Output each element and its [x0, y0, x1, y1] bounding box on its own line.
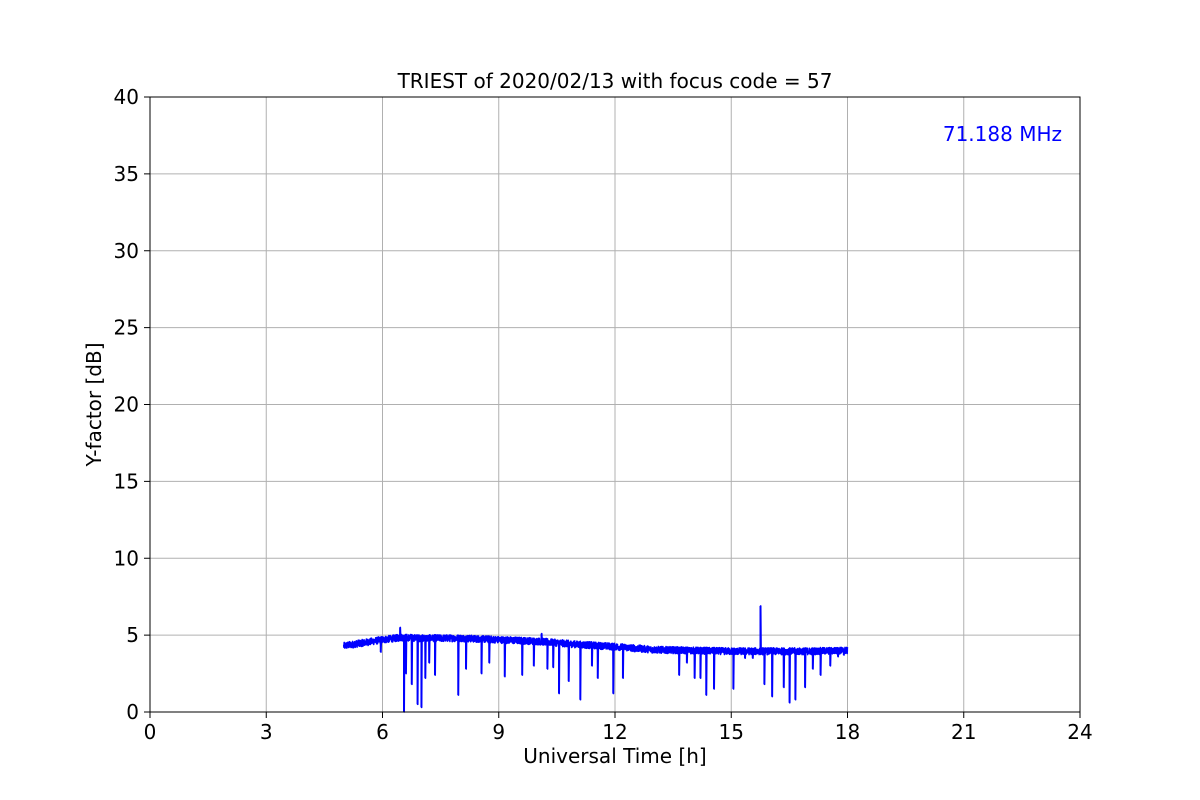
- x-tick-label: 3: [260, 720, 273, 744]
- x-tick-label: 18: [835, 720, 860, 744]
- y-tick-label: 20: [114, 393, 139, 417]
- x-tick-label: 15: [719, 720, 744, 744]
- y-tick-label: 25: [114, 316, 139, 340]
- y-tick-label: 0: [126, 700, 139, 724]
- x-tick-label: 6: [376, 720, 389, 744]
- y-tick-label: 15: [114, 469, 139, 493]
- x-axis-label: Universal Time [h]: [523, 744, 706, 768]
- x-tick-label: 24: [1067, 720, 1092, 744]
- series-layer: [342, 605, 849, 713]
- y-tick-label: 40: [114, 85, 139, 109]
- x-tick-label: 0: [144, 720, 157, 744]
- y-tick-label: 30: [114, 239, 139, 263]
- y-tick-label: 35: [114, 162, 139, 186]
- chart-title: TRIEST of 2020/02/13 with focus code = 5…: [397, 69, 833, 93]
- frequency-annotation: 71.188 MHz: [943, 122, 1062, 146]
- axis-ticks: 0 3 6 9 12 15 18 21 24 0 5 10 15 20 25 30 35 40: [114, 85, 1093, 744]
- grid-lines: [149, 96, 1081, 713]
- y-axis-label: Y-factor [dB]: [82, 342, 106, 467]
- y-tick-label: 5: [126, 623, 139, 647]
- y-tick-label: 10: [114, 546, 139, 570]
- x-tick-label: 9: [492, 720, 505, 744]
- x-tick-label: 12: [602, 720, 627, 744]
- x-tick-label: 21: [951, 720, 976, 744]
